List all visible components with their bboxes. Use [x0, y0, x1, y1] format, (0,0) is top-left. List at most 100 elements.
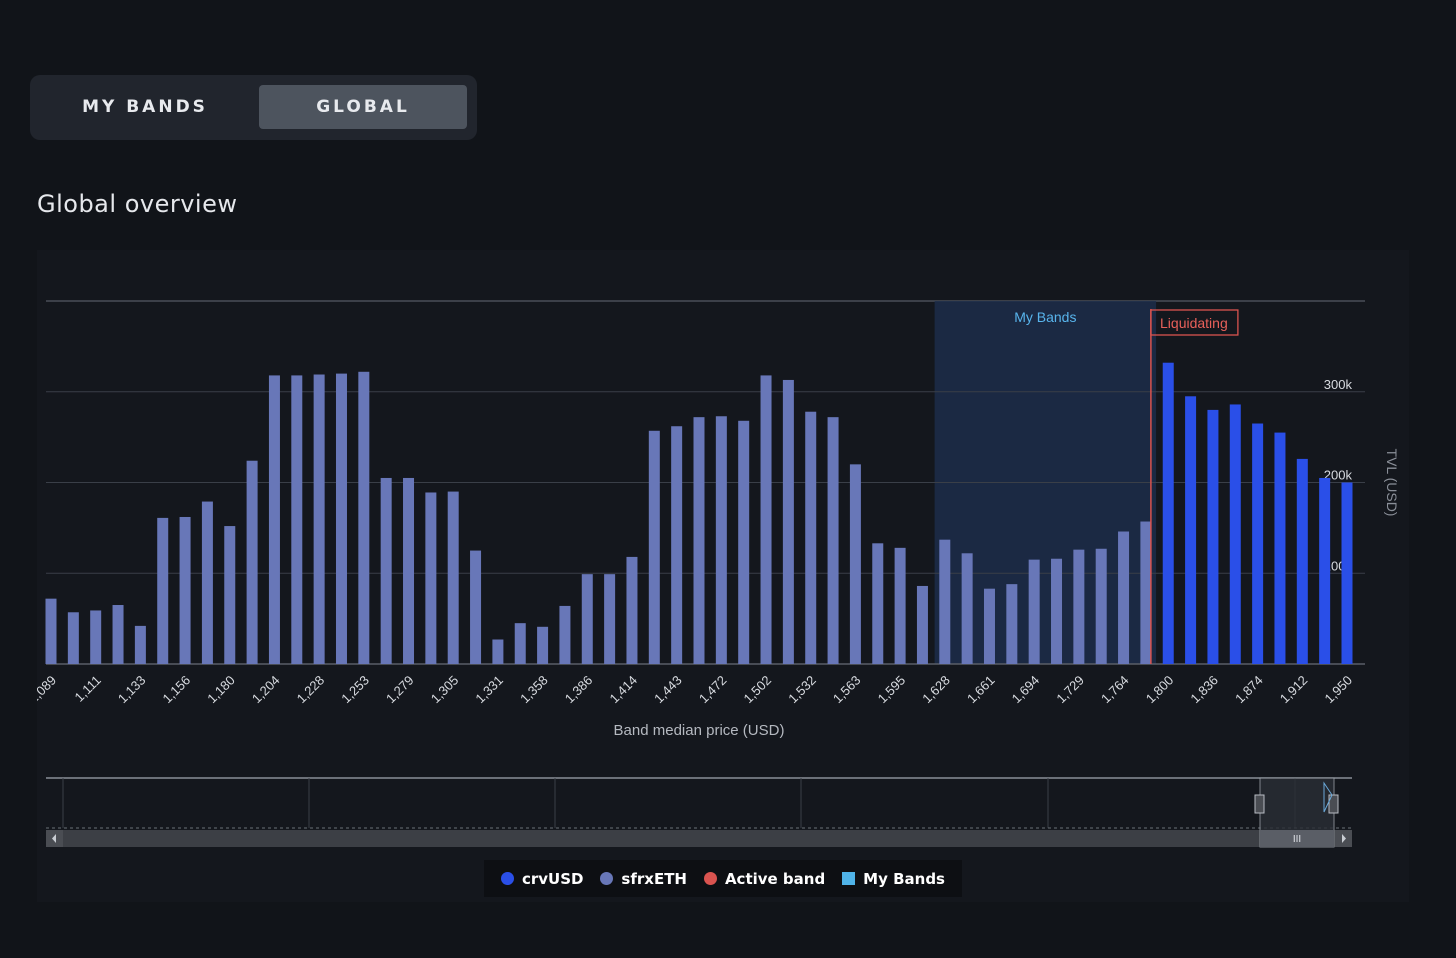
bar-sfrxeth[interactable] [157, 517, 169, 664]
bar-sfrxeth[interactable] [1073, 549, 1085, 664]
bar-sfrxeth[interactable] [782, 379, 794, 664]
zoom-scrollbar-thumb[interactable] [1260, 830, 1334, 847]
bar-sfrxeth[interactable] [112, 605, 124, 664]
active-band-label: Liquidating [1160, 315, 1228, 331]
legend-label-crvusd: crvUSD [521, 869, 584, 888]
bar-sfrxeth[interactable] [939, 539, 951, 664]
x-tick-label: 1,305 [428, 673, 462, 707]
bar-sfrxeth[interactable] [268, 375, 280, 664]
bar-sfrxeth[interactable] [961, 553, 973, 664]
bar-sfrxeth[interactable] [67, 612, 79, 664]
x-tick-label: 1,443 [651, 673, 685, 707]
bar-sfrxeth[interactable] [738, 420, 750, 664]
x-tick-label: 1,628 [919, 673, 953, 707]
bar-sfrxeth[interactable] [380, 477, 392, 664]
bar-sfrxeth[interactable] [90, 610, 102, 664]
bar-sfrxeth[interactable] [1028, 559, 1040, 664]
bar-sfrxeth[interactable] [291, 375, 303, 664]
bar-sfrxeth[interactable] [604, 574, 616, 664]
legend-swatch-crvusd [500, 872, 514, 885]
bar-crvusd[interactable] [1229, 404, 1241, 664]
bar-crvusd[interactable] [1207, 409, 1219, 664]
bar-sfrxeth[interactable] [849, 464, 861, 664]
bar-sfrxeth[interactable] [425, 492, 437, 664]
x-tick-label: 1,874 [1232, 673, 1266, 707]
bar-sfrxeth[interactable] [537, 626, 549, 664]
bar-sfrxeth[interactable] [201, 501, 213, 664]
legend-swatch-sfrxeth [600, 872, 614, 885]
bar-sfrxeth[interactable] [894, 547, 906, 664]
bar-sfrxeth[interactable] [693, 417, 705, 664]
legend-item-active-band[interactable]: Active band [703, 870, 825, 888]
bar-sfrxeth[interactable] [805, 411, 817, 664]
bar-crvusd[interactable] [1341, 482, 1353, 665]
bar-sfrxeth[interactable] [715, 416, 727, 664]
zoom-handle-left[interactable] [1254, 794, 1265, 814]
legend-label-sfrxeth: sfrxETH [621, 869, 687, 888]
bar-sfrxeth[interactable] [872, 543, 884, 664]
x-tick-label: 1,331 [472, 673, 506, 707]
bar-crvusd[interactable] [1252, 423, 1264, 664]
my-bands-tab[interactable]: MY BANDS [82, 97, 208, 117]
bar-sfrxeth[interactable] [447, 491, 459, 664]
legend-swatch-active-band [703, 872, 717, 885]
bar-sfrxeth[interactable] [224, 526, 236, 664]
x-tick-label: 1,764 [1098, 673, 1132, 707]
bar-sfrxeth[interactable] [760, 375, 772, 664]
bar-sfrxeth[interactable] [1095, 548, 1107, 664]
bar-crvusd[interactable] [1319, 477, 1331, 664]
bar-sfrxeth[interactable] [983, 588, 995, 664]
x-tick-label: 1,532 [785, 673, 819, 707]
zoom-handle-right[interactable] [1328, 794, 1339, 814]
chart-panel: My Bands0100k200k300kLiquidatingTVL (USD… [37, 250, 1409, 902]
x-tick-label: 1,253 [338, 673, 372, 707]
bar-crvusd[interactable] [1274, 432, 1286, 664]
x-tick-label: 1,133 [115, 673, 149, 707]
bar-sfrxeth[interactable] [492, 639, 504, 664]
zoom-preview-line [1323, 781, 1333, 813]
bar-sfrxeth[interactable] [559, 605, 571, 664]
x-tick-label: 1,661 [964, 673, 998, 707]
bar-sfrxeth[interactable] [313, 374, 325, 664]
bar-sfrxeth[interactable] [246, 460, 258, 664]
bar-sfrxeth[interactable] [626, 556, 638, 664]
zoom-scrollbar-track[interactable] [46, 830, 1352, 847]
bar-sfrxeth[interactable] [358, 371, 370, 664]
x-tick-label: 1,414 [606, 673, 640, 707]
bar-sfrxeth[interactable] [827, 417, 839, 664]
bar-sfrxeth[interactable] [1051, 558, 1063, 664]
legend-item-sfrxeth[interactable]: sfrxETH [600, 870, 687, 888]
x-tick-label: 1,912 [1277, 673, 1311, 707]
bar-crvusd[interactable] [1162, 362, 1174, 664]
bar-sfrxeth[interactable] [470, 550, 482, 664]
bar-sfrxeth[interactable] [134, 625, 146, 664]
view-toggle: MY BANDS GLOBAL [30, 75, 477, 140]
bar-sfrxeth[interactable] [648, 430, 660, 664]
bar-sfrxeth[interactable] [916, 585, 928, 664]
chevron-right-icon [1342, 834, 1346, 843]
bar-sfrxeth[interactable] [514, 623, 526, 664]
legend-item-crvusd[interactable]: crvUSD [500, 869, 584, 888]
bar-crvusd[interactable] [1296, 458, 1308, 664]
bar-sfrxeth[interactable] [179, 516, 191, 664]
bar-sfrxeth[interactable] [1118, 531, 1130, 664]
page-title: Global overview [37, 190, 238, 218]
bar-sfrxeth[interactable] [403, 477, 415, 664]
x-tick-label: 1,180 [204, 673, 238, 707]
x-tick-label: 1,358 [517, 673, 551, 707]
bar-sfrxeth[interactable] [45, 598, 57, 664]
bar-sfrxeth[interactable] [1006, 584, 1018, 664]
x-tick-label: 1,204 [249, 673, 283, 707]
bar-sfrxeth[interactable] [335, 373, 347, 664]
x-tick-label: 1,472 [696, 673, 730, 707]
y-tick-label: 300k [1324, 377, 1353, 392]
legend-item-my-bands[interactable]: My Bands [842, 870, 945, 888]
legend-label-my-bands: My Bands [863, 869, 945, 888]
bar-sfrxeth[interactable] [671, 426, 683, 664]
global-tab[interactable]: GLOBAL [259, 85, 467, 129]
x-tick-label: 1,836 [1187, 673, 1221, 707]
bar-crvusd[interactable] [1185, 396, 1197, 664]
bar-sfrxeth[interactable] [1140, 521, 1152, 664]
bar-sfrxeth[interactable] [581, 574, 593, 664]
active-band-label-box [1150, 309, 1239, 336]
